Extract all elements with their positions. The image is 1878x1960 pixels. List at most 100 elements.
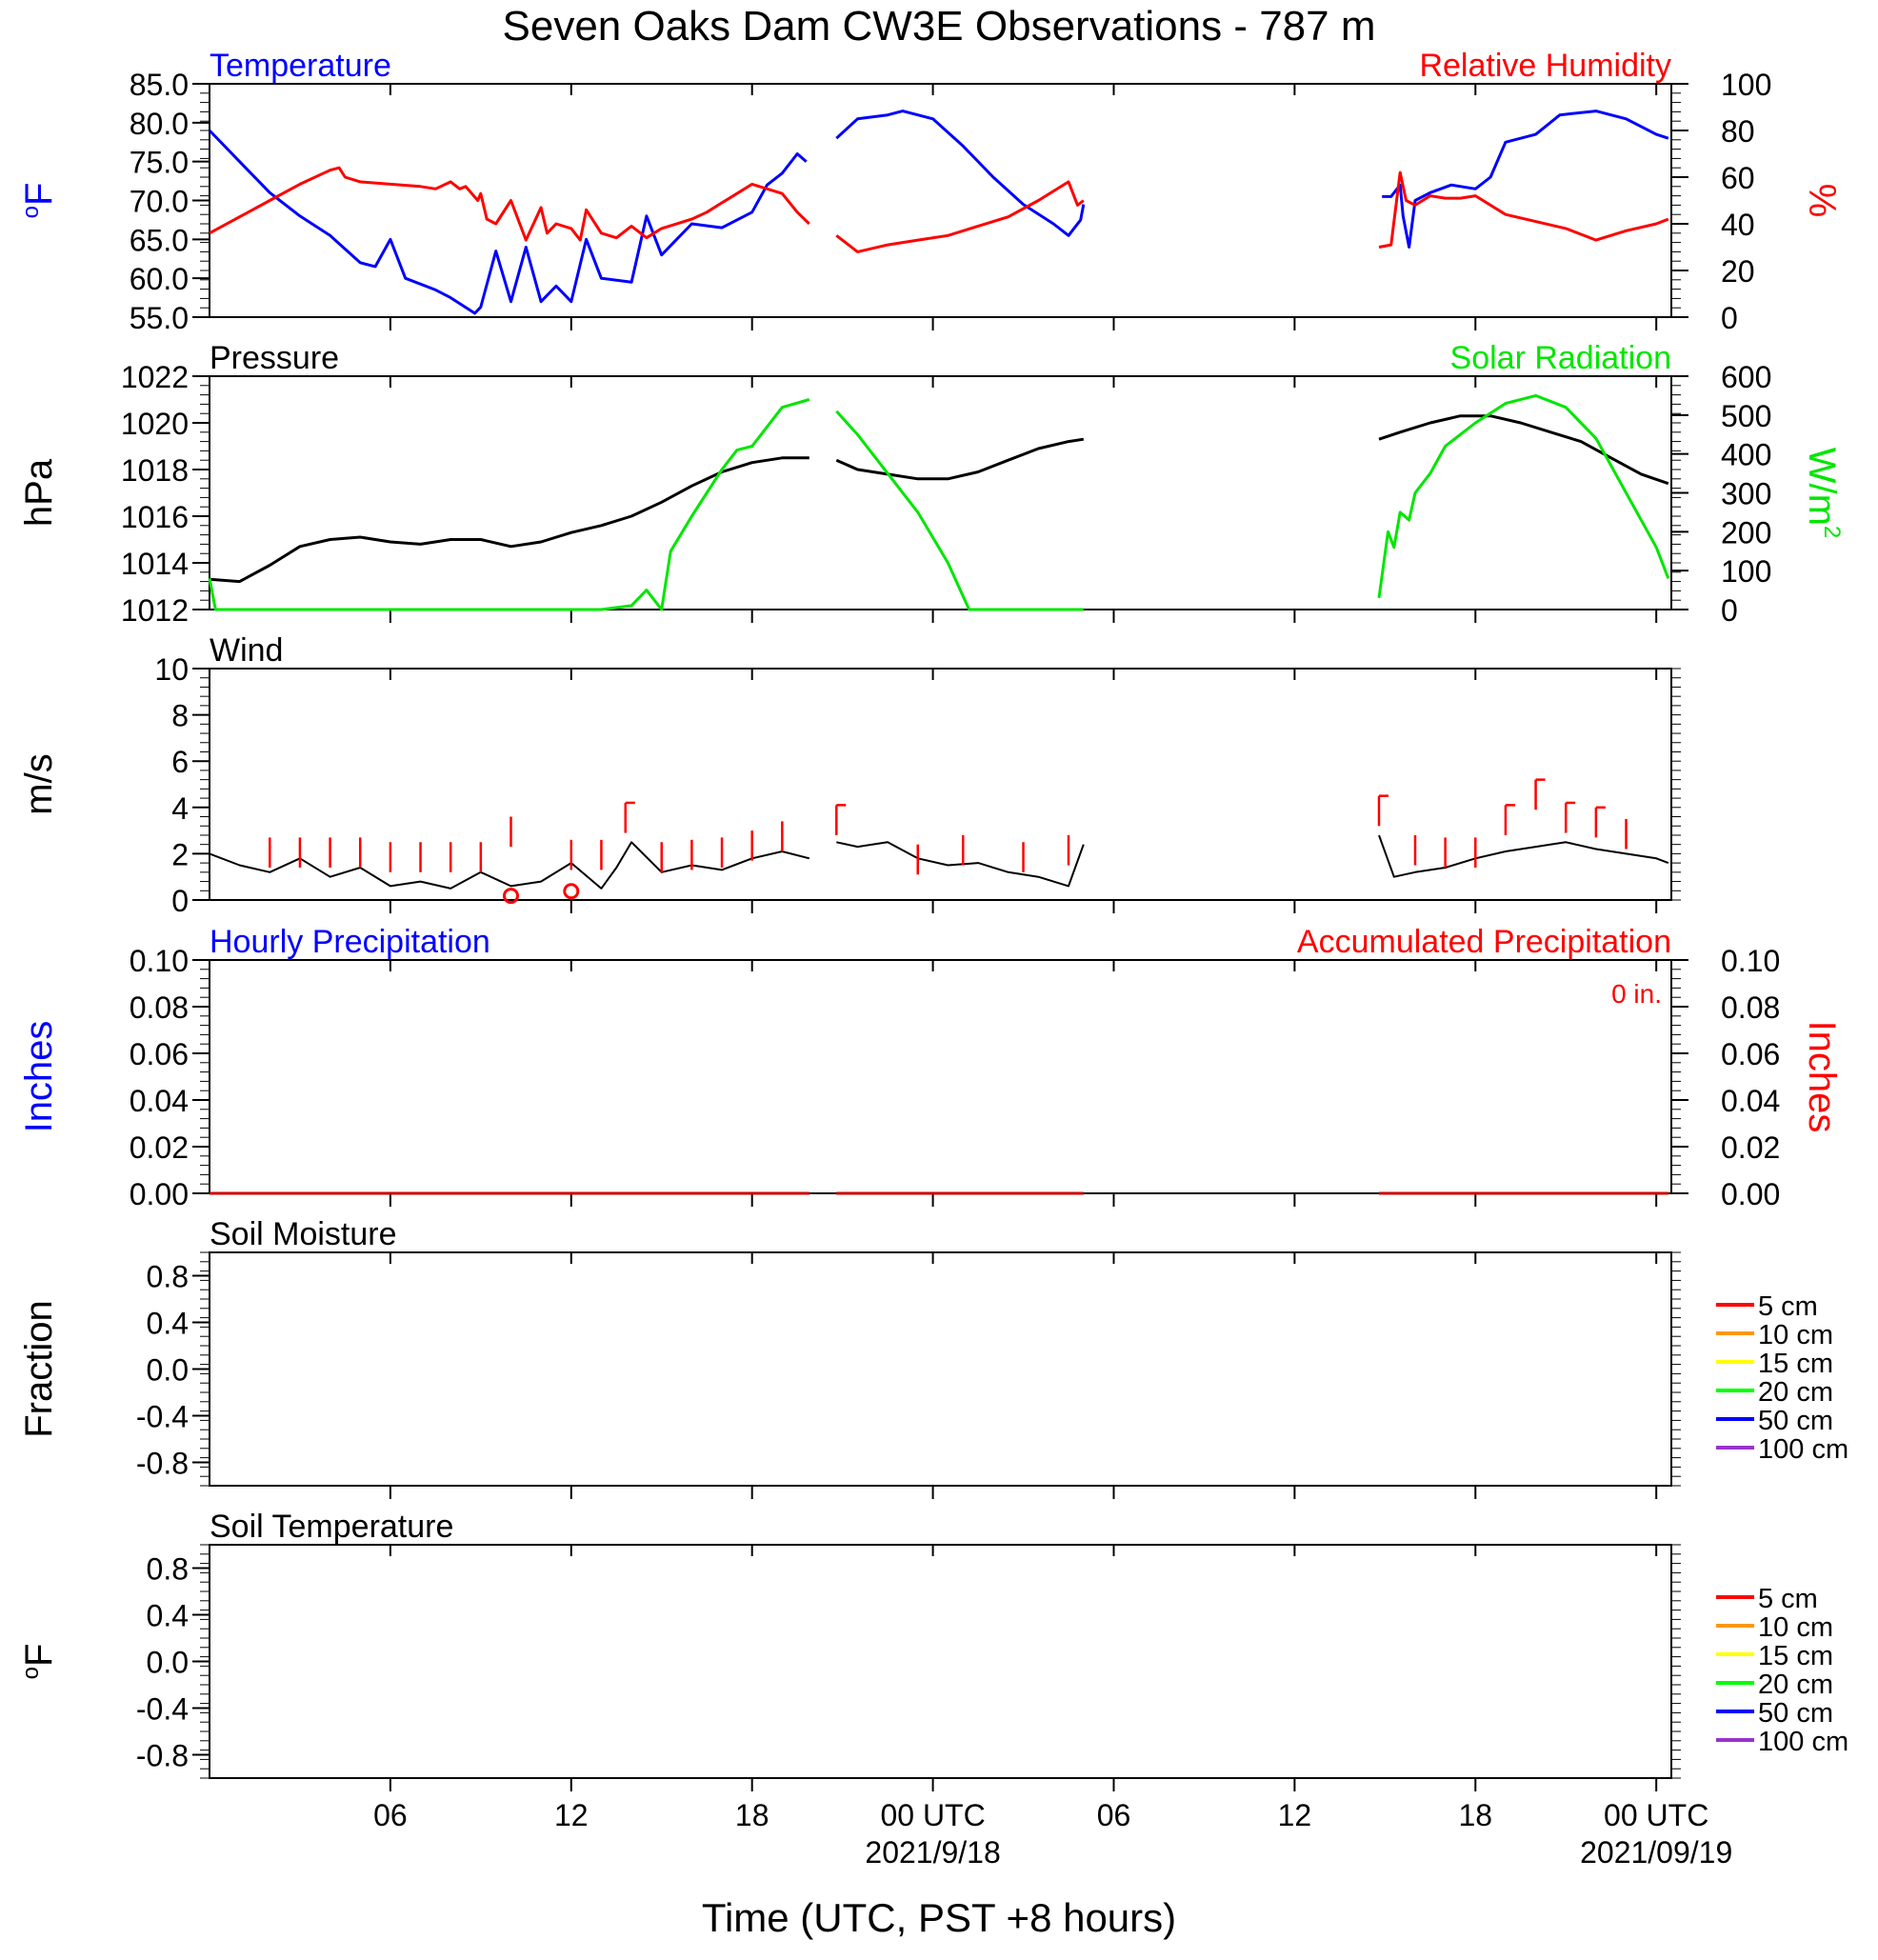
panel-title-right: Accumulated Precipitation [1297,924,1671,960]
y-tick-label: 80.0 [130,107,189,141]
series-line-segment [1378,170,1669,249]
plot-frame [209,959,1672,1194]
y-tick-label: 0.06 [130,1037,189,1071]
x-tick-label: 12 [1278,1798,1312,1832]
y2-axis-label: Inches [1801,1021,1843,1133]
legend-label: 15 cm [1758,1641,1833,1671]
y2-tick-label: 100 [1721,554,1771,589]
y-tick-label: 6 [171,745,189,779]
y2-tick-label: 0 [1721,593,1738,628]
series-line-segment [835,180,1085,253]
y2-axis-label: % [1801,184,1843,218]
y-tick-label: 60.0 [130,262,189,296]
x-tick-label: 18 [735,1798,769,1832]
series-temperature [208,110,1669,315]
y2-tick-label: 0.04 [1721,1084,1780,1118]
series-line-segment [1382,110,1669,249]
series-line-segment [209,166,810,242]
panel-soil-moisture: -0.8 -0.4 0.0 0.4 0.8 Soil Moisture Fraction 5 … [18,1216,1848,1499]
y-tick-label: 1020 [121,407,189,441]
legend-label: 5 cm [1758,1584,1818,1614]
x-axis-label: Time (UTC, PST +8 hours) [702,1895,1176,1940]
y-tick-label: 85.0 [130,68,189,102]
y-tick-label: 65.0 [130,223,189,257]
panel-pressure-solar: 1012 1014 1016 1018 1020 1022 0 100 200 300 400 500… [18,340,1845,628]
legend-label: 100 cm [1758,1434,1848,1465]
panel-title-left: Pressure [210,340,339,376]
y2-tick-label: 500 [1721,399,1771,433]
legend-label: 10 cm [1758,1612,1833,1643]
y2-tick-label: 40 [1721,208,1755,242]
plot-frame [209,1251,1672,1487]
y2-tick-label: 200 [1721,515,1771,550]
series-line-segment [836,841,1085,888]
series-line-segment [1378,834,1669,878]
y-tick-label: 0.0 [147,1646,189,1680]
x-tick-date-label: 2021/09/19 [1580,1835,1732,1870]
y-tick-label: -0.8 [136,1447,189,1481]
chart-title: Seven Oaks Dam CW3E Observations - 787 m [503,3,1376,50]
x-tick-label: 06 [373,1798,408,1832]
plot-frame [209,83,1672,318]
panel-title-left: Temperature [210,48,391,84]
y-tick-label: 8 [171,699,189,733]
y-tick-label: 2 [171,837,189,871]
series-line-segment [835,437,1085,481]
y-tick-label: 0.4 [147,1307,189,1341]
calm-wind-marker [502,888,519,905]
y-tick-label: -0.4 [136,1692,189,1727]
y-tick-label: 0.00 [130,1177,189,1211]
legend-label: 5 cm [1758,1291,1818,1322]
series-line-segment [1378,414,1669,486]
y2-tick-label: 600 [1721,360,1771,394]
y-tick-label: 75.0 [130,146,189,180]
y2-tick-label: 400 [1721,438,1771,472]
y-tick-label: -0.8 [136,1739,189,1773]
y2-tick-label: 20 [1721,254,1755,289]
series-solar-radiation [208,393,1670,611]
y2-tick-label: 80 [1721,114,1755,149]
y-tick-label: 55.0 [130,301,189,335]
y-tick-label: 0.4 [147,1599,189,1633]
series-line-segment [209,841,810,890]
panel-title-right: Relative Humidity [1419,48,1671,84]
legend-label: 20 cm [1758,1377,1833,1408]
y-axis-label: oF [18,1644,60,1680]
y2-tick-label: 0.08 [1721,990,1780,1025]
y2-tick-label: 0 [1721,301,1738,335]
x-tick-label: 00 UTC [880,1798,985,1832]
y-tick-label: 0.10 [130,944,189,978]
series-line-segment [208,129,808,315]
y-tick-label: 10 [154,652,189,687]
x-tick-label: 06 [1097,1798,1131,1832]
legend-label: 50 cm [1758,1698,1833,1729]
series-relative-humidity [209,166,1669,253]
y2-tick-label: 0.10 [1721,944,1780,978]
y2-tick-label: 300 [1721,477,1771,511]
series-line-segment [835,410,1084,611]
y2-tick-label: 100 [1721,68,1771,102]
series-pressure [209,414,1669,584]
y-tick-label: 1012 [121,593,189,628]
legend-label: 15 cm [1758,1349,1833,1379]
y2-axis-label: W/m2 [1801,448,1845,539]
y-tick-label: 1016 [121,500,189,534]
y-tick-label: 0.02 [130,1130,189,1165]
y-tick-label: 1018 [121,453,189,488]
y2-tick-label: 0.06 [1721,1037,1780,1071]
series-line-segment [835,110,1086,237]
y-axis-label: hPa [18,458,60,527]
x-tick-date-label: 2021/9/18 [865,1835,1000,1870]
series-line-segment [209,456,809,584]
y-tick-label: 0.04 [130,1084,189,1118]
y-tick-label: 0.0 [147,1353,189,1388]
calm-wind-marker [563,883,580,900]
x-tick-label: 18 [1458,1798,1492,1832]
y-tick-label: 0 [171,884,189,918]
y-axis-label: Inches [18,1021,60,1133]
panel-title-right: Solar Radiation [1450,340,1671,376]
x-tick-label: 12 [554,1798,589,1832]
